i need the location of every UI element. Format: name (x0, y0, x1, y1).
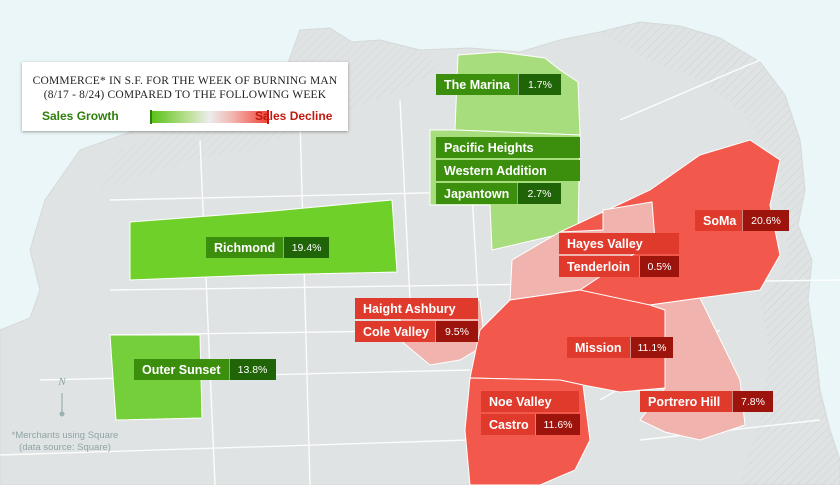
label-outer-sunset[interactable]: Outer Sunset 13.8% (134, 359, 276, 380)
legend-title-line-1: Commerce* in S.F. for the week of Burnin… (32, 75, 338, 87)
label-tenderloin[interactable]: Tenderloin 0.5% (559, 256, 679, 277)
label-castro[interactable]: Castro 11.6% (481, 414, 580, 435)
label-name: Cole Valley (355, 321, 435, 342)
label-haight-ashbury[interactable]: Haight Ashbury (355, 298, 478, 319)
label-richmond[interactable]: Richmond 19.4% (206, 237, 330, 258)
label-value: 19.4% (283, 237, 330, 258)
label-western-addition[interactable]: Western Addition (436, 160, 580, 181)
label-name: Tenderloin (559, 256, 639, 277)
label-name: Castro (481, 414, 535, 435)
land-hatch (600, 22, 840, 485)
label-name: Hayes Valley (559, 233, 679, 254)
label-soma[interactable]: SoMa 20.6% (695, 210, 789, 231)
label-name: Haight Ashbury (355, 298, 478, 319)
label-portrero-hill[interactable]: Portrero Hill 7.8% (640, 391, 773, 412)
label-mission[interactable]: Mission 11.1% (567, 337, 673, 358)
label-name: Noe Valley (481, 391, 579, 412)
label-name: Richmond (206, 237, 284, 258)
label-value: 9.5% (435, 321, 478, 342)
label-japantown[interactable]: Japantown 2.7% (436, 183, 561, 204)
label-value: 0.5% (639, 256, 679, 277)
label-name: Portrero Hill (640, 391, 732, 412)
label-name: Mission (567, 337, 630, 358)
map-legend: Commerce* in S.F. for the week of Burnin… (22, 62, 348, 131)
legend-growth-label: Sales Growth (42, 109, 119, 123)
label-the-marina[interactable]: The Marina 1.7% (436, 74, 561, 95)
label-value: 20.6% (742, 210, 789, 231)
label-cole-valley[interactable]: Cole Valley 9.5% (355, 321, 478, 342)
label-name: Pacific Heights (436, 137, 580, 158)
label-value: 11.1% (630, 337, 673, 358)
label-name: SoMa (695, 210, 742, 231)
label-name: Western Addition (436, 160, 580, 181)
label-value: 13.8% (228, 359, 276, 380)
label-hayes-valley[interactable]: Hayes Valley (559, 233, 679, 254)
label-name: Japantown (436, 183, 517, 204)
label-name: The Marina (436, 74, 518, 95)
legend-color-scale (150, 110, 269, 124)
north-arrow-dot (59, 411, 65, 417)
footnote-line-1: *Merchants using Square (11, 430, 119, 441)
label-noe-valley[interactable]: Noe Valley (481, 391, 579, 412)
footnote-line-2: (data source: Square) (19, 442, 111, 453)
footnote: *Merchants using Square (data source: Sq… (6, 430, 124, 454)
label-value: 7.8% (732, 391, 773, 412)
legend-decline-label: Sales Decline (255, 109, 333, 123)
legend-title-line-2: (8/17 - 8/24) compared to the following … (43, 89, 327, 101)
label-name: Outer Sunset (134, 359, 229, 380)
label-pacific-heights[interactable]: Pacific Heights (436, 137, 580, 158)
label-value: 11.6% (535, 414, 580, 435)
label-value: 2.7% (517, 183, 561, 204)
label-value: 1.7% (518, 74, 561, 95)
north-compass-letter: N (58, 376, 66, 388)
